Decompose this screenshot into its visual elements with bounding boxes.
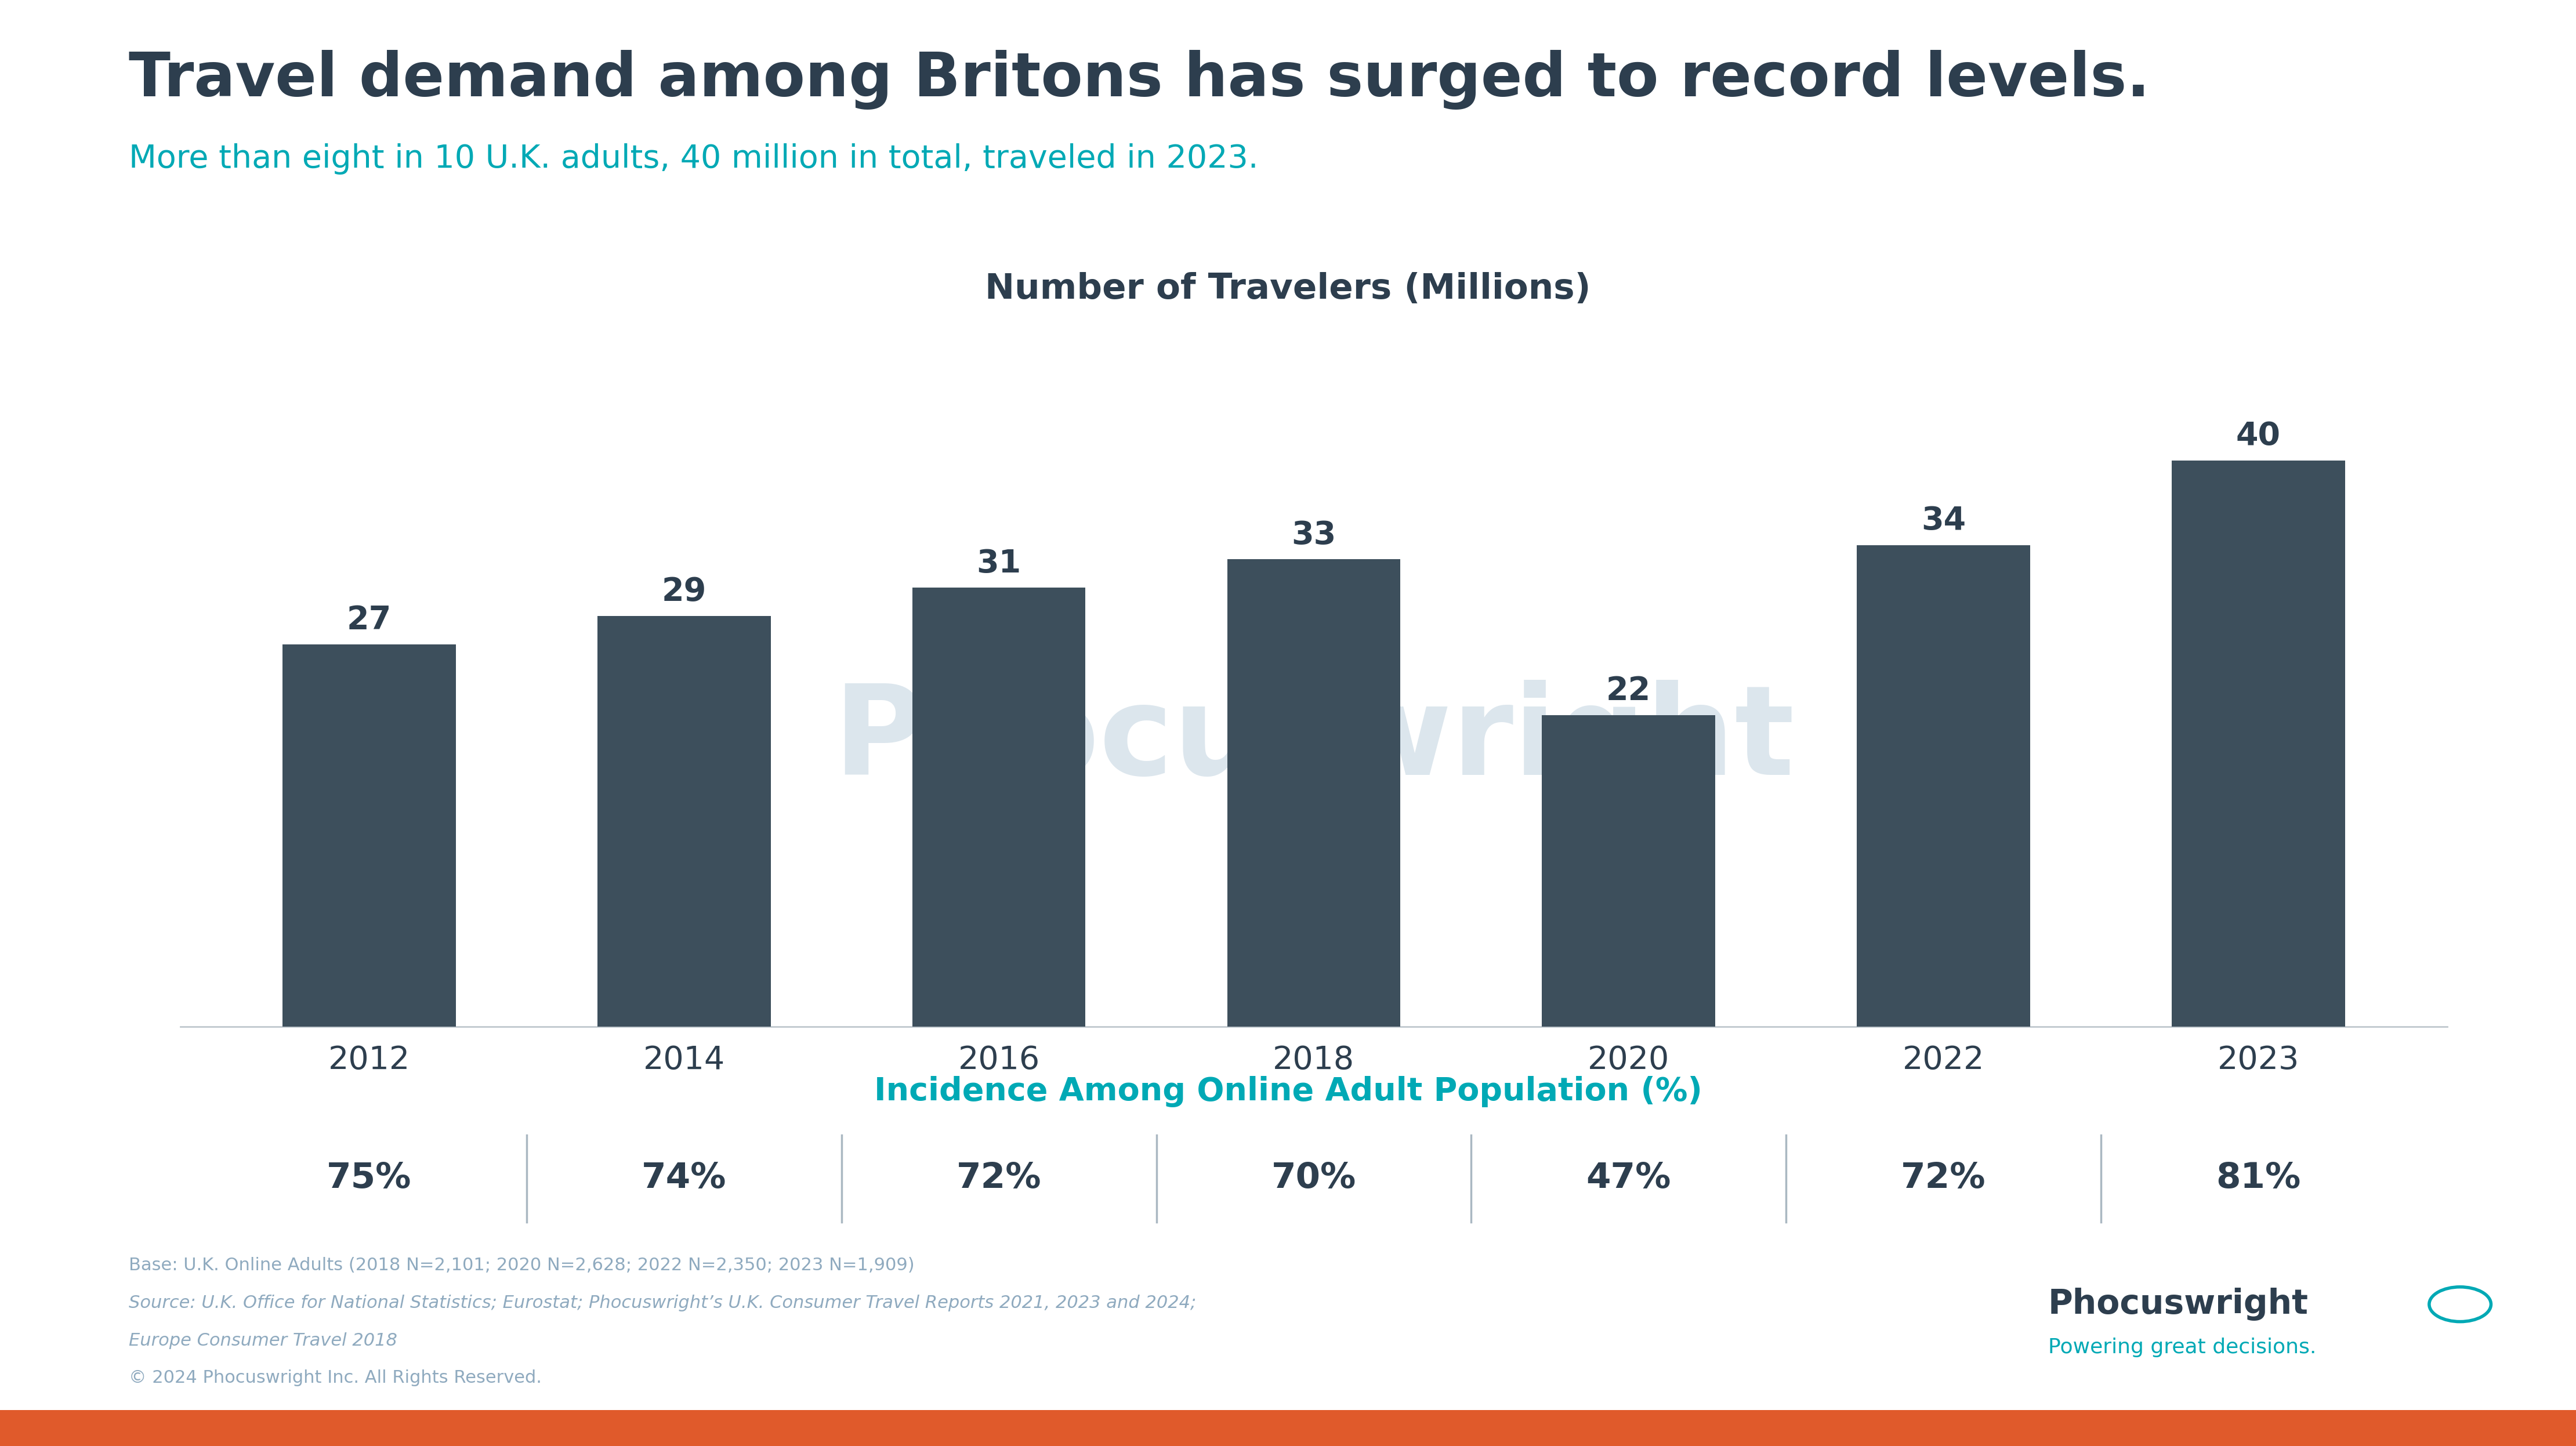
Text: 81%: 81% xyxy=(2215,1161,2300,1196)
Bar xyxy=(1543,716,1716,1027)
Text: 70%: 70% xyxy=(1273,1161,1355,1196)
Text: 72%: 72% xyxy=(956,1161,1041,1196)
Text: © 2024 Phocuswright Inc. All Rights Reserved.: © 2024 Phocuswright Inc. All Rights Rese… xyxy=(129,1369,541,1387)
Bar xyxy=(912,587,1084,1027)
Text: Number of Travelers (Millions): Number of Travelers (Millions) xyxy=(984,272,1592,307)
Text: Incidence Among Online Adult Population (%): Incidence Among Online Adult Population … xyxy=(873,1076,1703,1108)
Text: 33: 33 xyxy=(1291,519,1337,551)
Bar xyxy=(598,616,770,1027)
Text: 27: 27 xyxy=(348,604,392,636)
Text: 34: 34 xyxy=(1922,506,1965,536)
Text: 22: 22 xyxy=(1607,675,1651,707)
Bar xyxy=(1226,560,1401,1027)
Text: Base: U.K. Online Adults (2018 N=2,101; 2020 N=2,628; 2022 N=2,350; 2023 N=1,909: Base: U.K. Online Adults (2018 N=2,101; … xyxy=(129,1257,914,1274)
Text: 74%: 74% xyxy=(641,1161,726,1196)
Text: Travel demand among Britons has surged to record levels.: Travel demand among Britons has surged t… xyxy=(129,49,2151,110)
Text: 40: 40 xyxy=(2236,421,2280,451)
Text: Phocuswright: Phocuswright xyxy=(2048,1288,2308,1320)
Text: Powering great decisions.: Powering great decisions. xyxy=(2048,1338,2316,1358)
Text: More than eight in 10 U.K. adults, 40 million in total, traveled in 2023.: More than eight in 10 U.K. adults, 40 mi… xyxy=(129,143,1260,175)
Text: Europe Consumer Travel 2018: Europe Consumer Travel 2018 xyxy=(129,1332,397,1349)
Text: 31: 31 xyxy=(976,548,1020,580)
Text: 75%: 75% xyxy=(327,1161,412,1196)
Bar xyxy=(283,645,456,1027)
Text: 29: 29 xyxy=(662,577,706,607)
Bar xyxy=(1857,545,2030,1027)
Text: 47%: 47% xyxy=(1587,1161,1672,1196)
Text: 72%: 72% xyxy=(1901,1161,1986,1196)
Text: Source: U.K. Office for National Statistics; Eurostat; Phocuswright’s U.K. Consu: Source: U.K. Office for National Statist… xyxy=(129,1294,1195,1312)
Text: Phocuswright: Phocuswright xyxy=(832,680,1795,803)
Bar xyxy=(2172,460,2344,1027)
